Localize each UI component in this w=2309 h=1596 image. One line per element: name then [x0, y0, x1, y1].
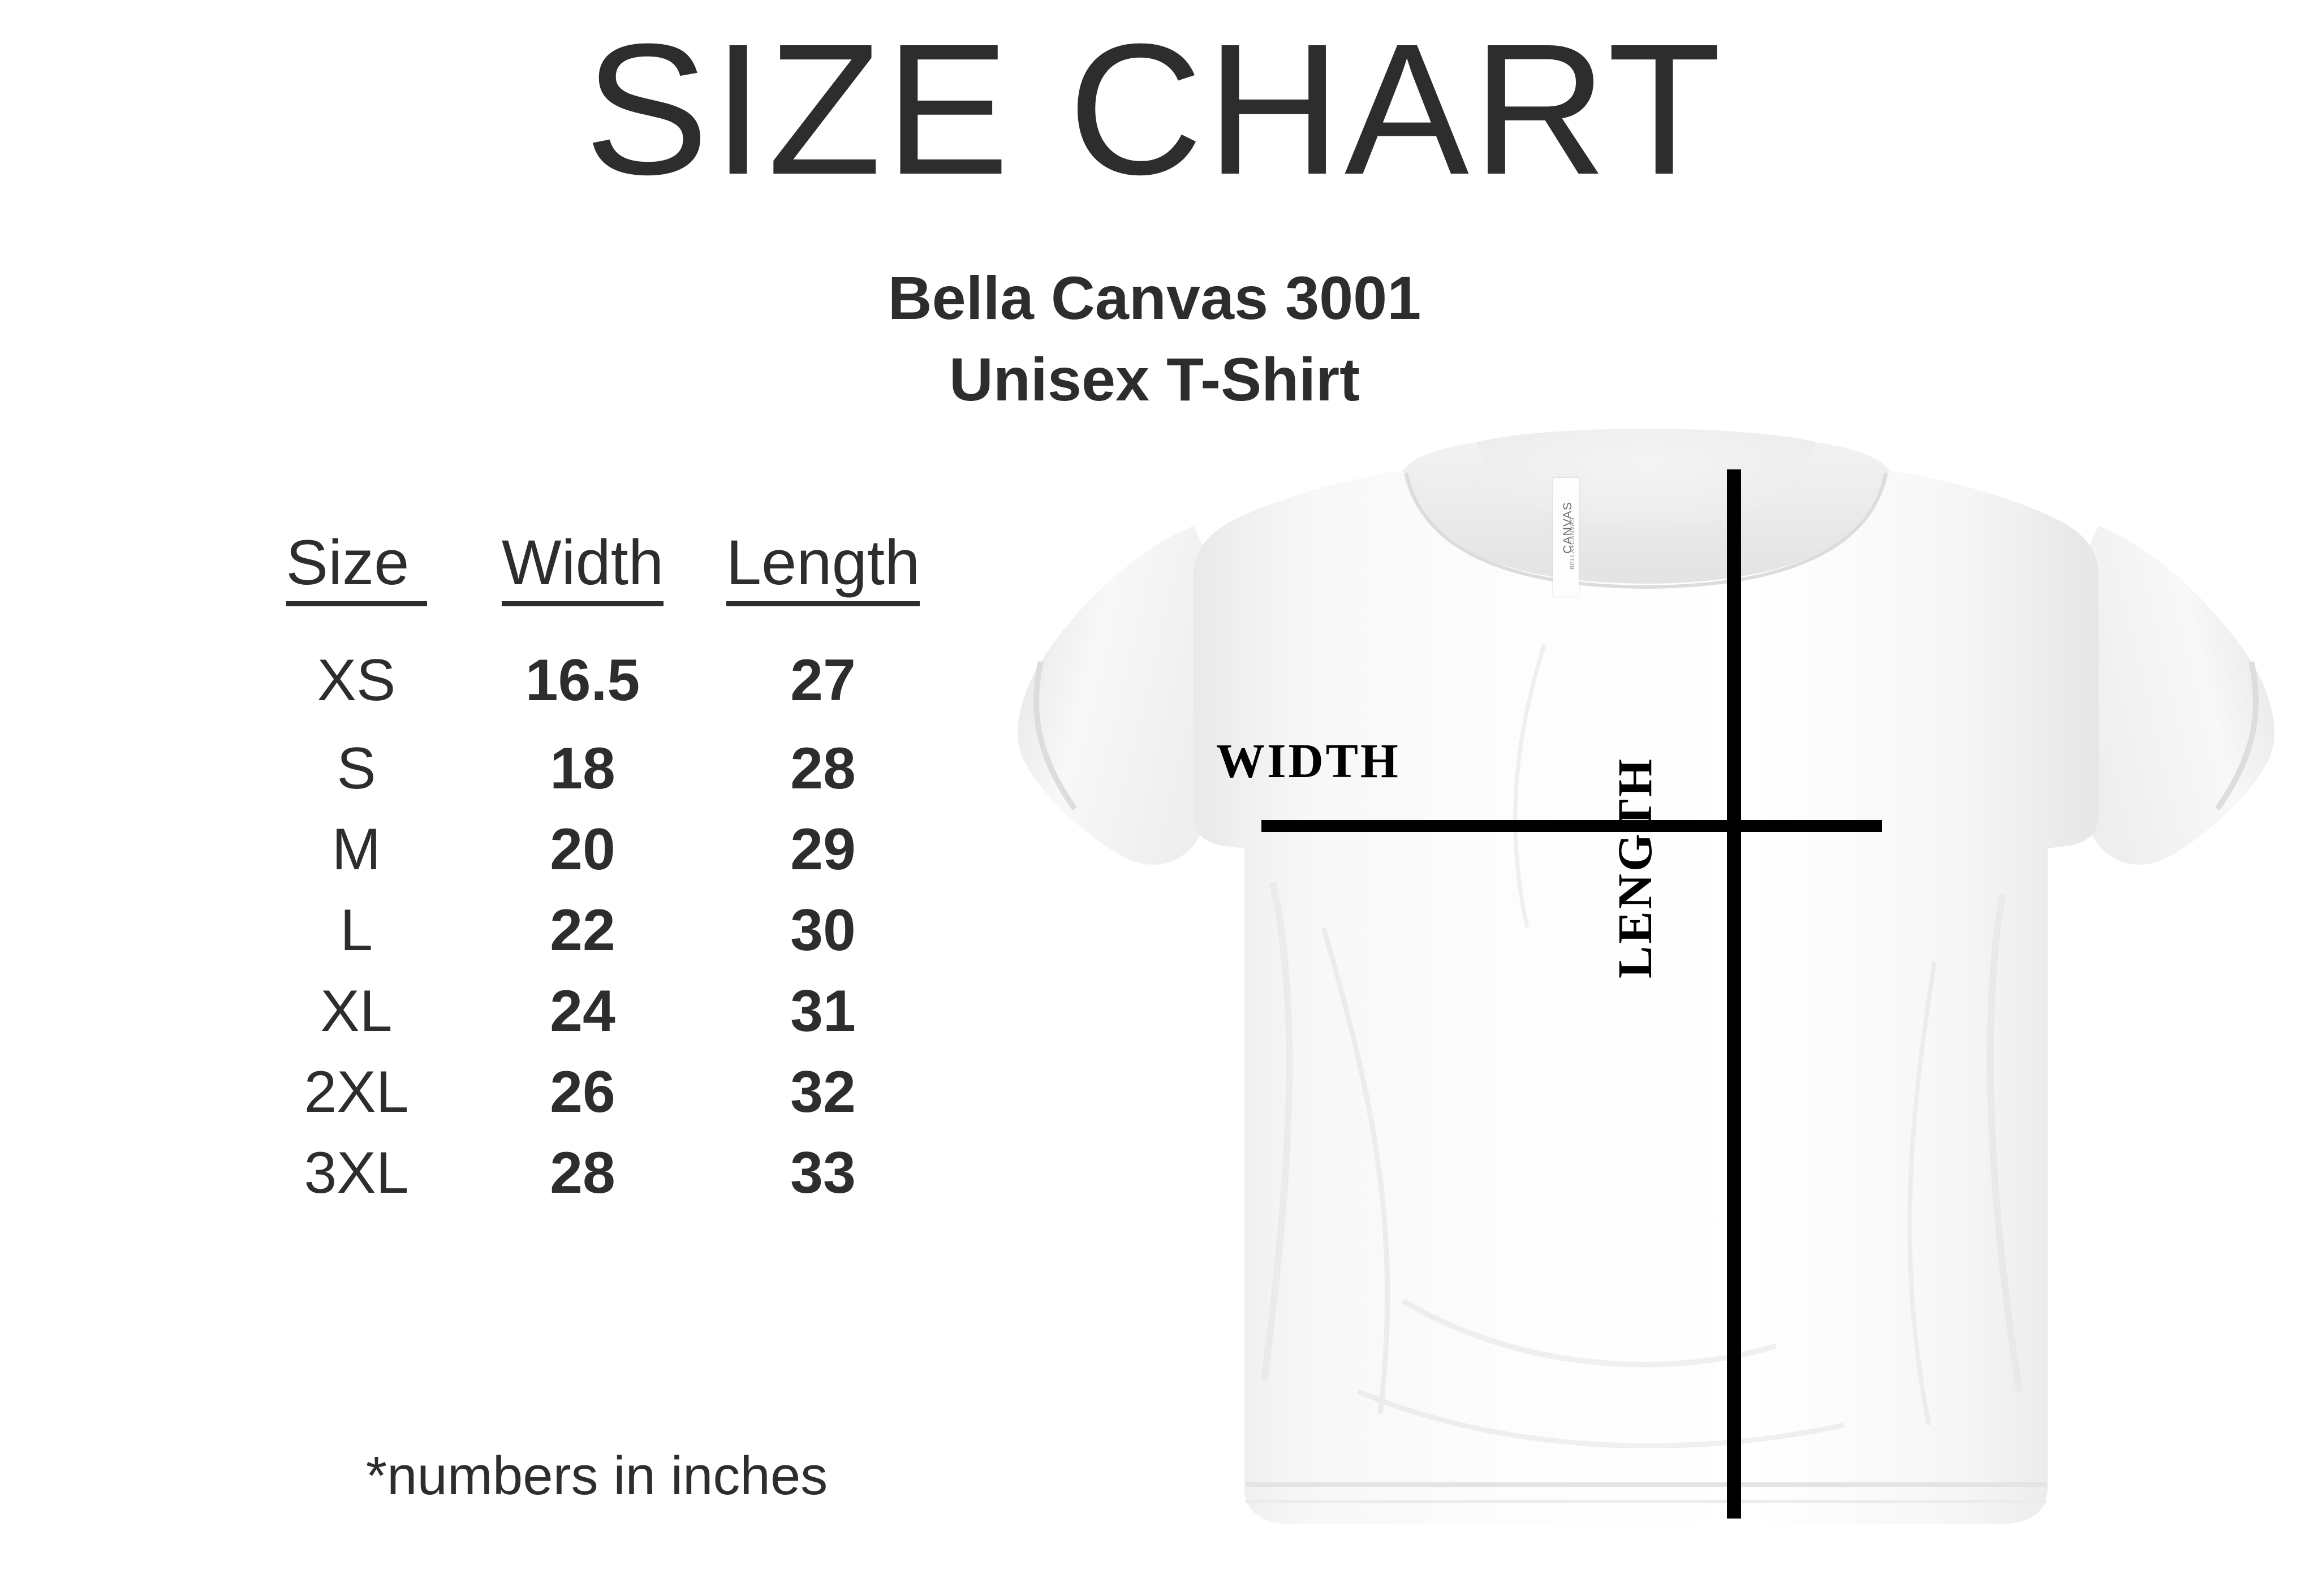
shirt-collar — [1403, 442, 1889, 584]
cell-size: L — [340, 898, 373, 963]
cell-width: 22 — [550, 898, 615, 963]
cell-width: 18 — [550, 736, 615, 801]
table-row: S 18 28 — [249, 728, 945, 809]
cell-length: 32 — [790, 1059, 856, 1125]
cell-size: XL — [320, 978, 393, 1044]
product-line: Unisex T-Shirt — [949, 344, 1360, 413]
cell-width: 24 — [550, 978, 615, 1044]
shirt-left-sleeve-hem — [1033, 661, 1078, 810]
table-body: XS 16.5 27 S 18 28 M 20 29 L 22 30 — [249, 610, 945, 1214]
cell-length: 31 — [790, 978, 856, 1044]
length-measurement-label: LENGTH — [1608, 757, 1662, 978]
table-row: XS 16.5 27 — [249, 610, 945, 728]
column-header-size: Size — [249, 526, 464, 610]
shirt-collar-stitch — [1405, 472, 1888, 589]
neck-label-sub: BELLA+CANVAS — [1569, 517, 1576, 570]
cell-size: S — [337, 736, 376, 801]
subtitle-block: Bella Canvas 3001 Unisex T-Shirt — [0, 257, 2309, 420]
shirt-fabric-folds — [1261, 644, 2023, 1448]
width-measurement-label: WIDTH — [1216, 734, 1401, 788]
brand-line: Bella Canvas 3001 — [888, 264, 1421, 332]
shirt-right-sleeve-hem — [2215, 661, 2259, 810]
cell-length: 29 — [790, 817, 856, 882]
table-row: 2XL 26 32 — [249, 1052, 945, 1133]
cell-width: 16.5 — [525, 648, 640, 713]
table-row: M 20 29 — [249, 809, 945, 890]
cell-width: 28 — [550, 1140, 615, 1206]
size-table: Size Width Length XS 16.5 27 S 18 28 M — [249, 526, 945, 1214]
tshirt-illustration: CANVAS BELLA+CANVAS WIDTH LENGTH — [1007, 419, 2285, 1584]
cell-length: 30 — [790, 898, 856, 963]
neck-brand-label: CANVAS BELLA+CANVAS — [1553, 478, 1579, 597]
shirt-body — [1194, 471, 2099, 1524]
cell-width: 20 — [550, 817, 615, 882]
column-header-length: Length — [701, 526, 945, 610]
cell-width: 26 — [550, 1059, 615, 1125]
table-row: 3XL 28 33 — [249, 1133, 945, 1214]
tshirt-svg — [1018, 429, 2274, 1524]
units-footnote: *numbers in inches — [365, 1446, 828, 1506]
width-measurement-line — [1261, 820, 1882, 832]
cell-size: 2XL — [304, 1059, 409, 1125]
size-table-block: Size Width Length XS 16.5 27 S 18 28 M — [249, 526, 945, 1214]
length-measurement-line — [1727, 469, 1741, 1519]
table-header-row: Size Width Length — [249, 526, 945, 610]
table-row: L 22 30 — [249, 890, 945, 971]
cell-length: 27 — [790, 648, 856, 713]
column-header-width: Width — [464, 526, 701, 610]
cell-size: XS — [317, 648, 396, 713]
cell-size: 3XL — [304, 1140, 409, 1206]
table-row: XL 24 31 — [249, 971, 945, 1052]
page-title: SIZE CHART — [584, 5, 1725, 213]
shirt-right-sleeve — [2070, 526, 2274, 865]
shirt-left-sleeve — [1018, 526, 1222, 865]
cell-length: 28 — [790, 736, 856, 801]
cell-length: 33 — [790, 1140, 856, 1206]
cell-size: M — [331, 817, 381, 882]
